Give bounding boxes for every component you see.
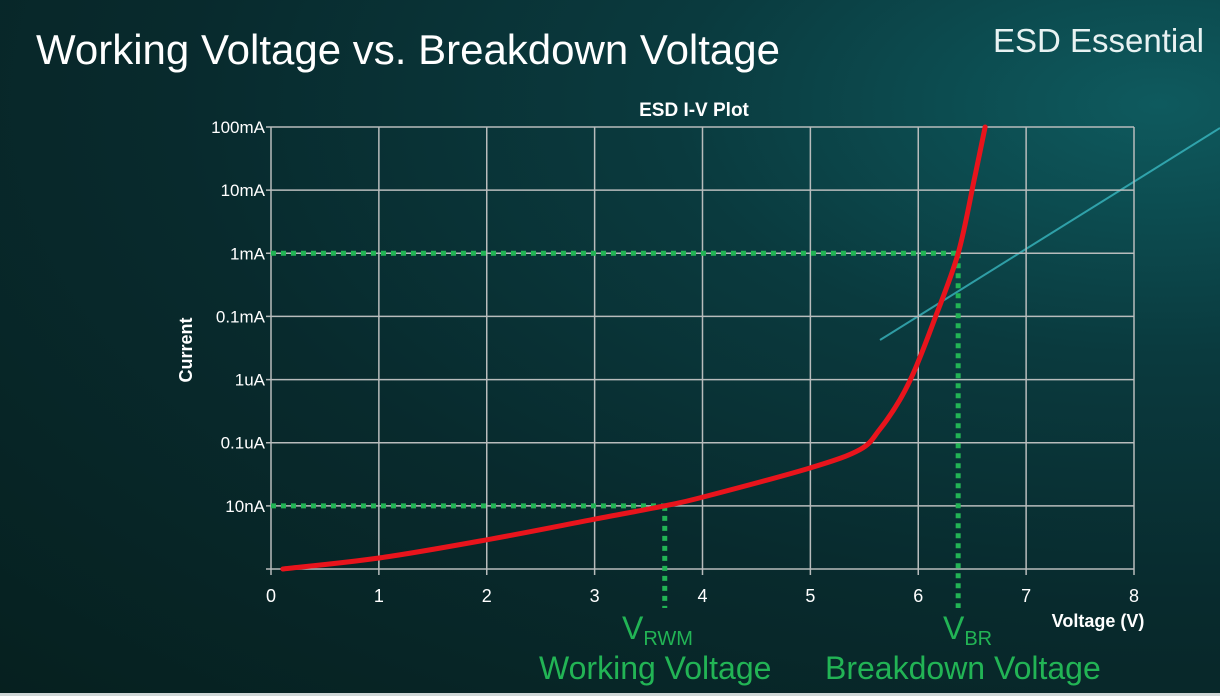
y-tick-label: 0.1mA bbox=[216, 307, 266, 326]
breakdown-voltage-caption: Breakdown Voltage bbox=[825, 650, 1101, 686]
x-tick-label: 8 bbox=[1129, 586, 1139, 606]
x-tick-label: 0 bbox=[266, 586, 276, 606]
y-tick-label: 10mA bbox=[221, 181, 266, 200]
y-tick-label: 10nA bbox=[225, 497, 265, 516]
vrwm-subscript: RWM bbox=[643, 628, 693, 650]
y-tick-label: 1uA bbox=[235, 371, 266, 390]
x-tick-label: 7 bbox=[1021, 586, 1031, 606]
y-tick-label: 100mA bbox=[211, 118, 266, 137]
decorative-light-streak bbox=[879, 127, 1220, 341]
x-tick-label: 3 bbox=[590, 586, 600, 606]
y-tick-label: 1mA bbox=[230, 244, 266, 263]
working-voltage-caption: Working Voltage bbox=[539, 650, 772, 686]
chart-title: ESD I-V Plot bbox=[639, 100, 749, 121]
slide-title: Working Voltage vs. Breakdown Voltage bbox=[36, 26, 781, 73]
x-tick-label: 1 bbox=[374, 586, 384, 606]
x-tick-label: 5 bbox=[805, 586, 815, 606]
x-tick-label: 6 bbox=[913, 586, 923, 606]
x-tick-label: 4 bbox=[697, 586, 707, 606]
x-axis-label: Voltage (V) bbox=[1052, 611, 1145, 631]
x-tick-label: 2 bbox=[482, 586, 492, 606]
bottom-border bbox=[0, 693, 1220, 696]
y-tick-label: 0.1uA bbox=[221, 434, 266, 453]
iv-curve bbox=[280, 124, 988, 572]
vrwm-label: VRWM bbox=[622, 610, 693, 651]
brand-logo-text: ESD Essential bbox=[993, 22, 1204, 59]
vbr-symbol: V bbox=[943, 610, 965, 646]
vbr-subscript: BR bbox=[964, 628, 993, 650]
vbr-label: VBR bbox=[943, 610, 992, 651]
y-axis-label: Current bbox=[176, 317, 196, 382]
vrwm-symbol: V bbox=[622, 610, 644, 646]
